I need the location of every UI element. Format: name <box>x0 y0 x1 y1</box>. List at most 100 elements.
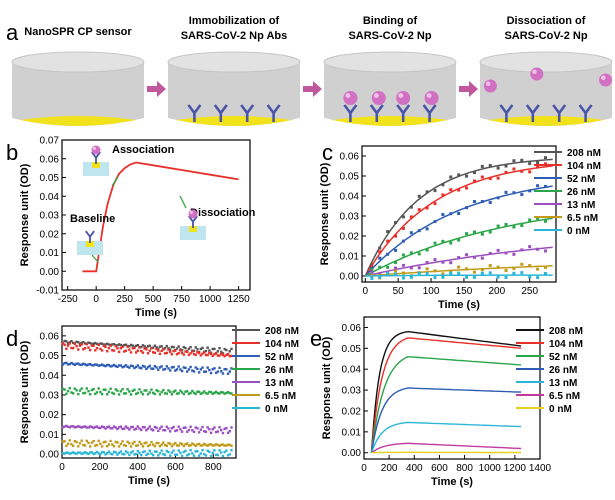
np-protein-icon <box>371 91 386 105</box>
data-point <box>134 427 138 430</box>
schematic-step-2: Immobilization of SARS-CoV-2 Np Abs <box>167 15 301 126</box>
data-point <box>155 450 158 453</box>
data-point <box>214 352 218 355</box>
data-point <box>179 349 182 352</box>
data-point <box>94 444 97 447</box>
arrow-icon <box>111 176 119 187</box>
data-point <box>83 342 87 345</box>
antibody-icon <box>213 104 228 122</box>
data-point <box>160 443 163 446</box>
y-tick-label: 0.03 <box>40 390 60 401</box>
x-tick-label: 100 <box>423 286 440 297</box>
data-point <box>148 344 151 347</box>
data-point <box>209 431 213 434</box>
panel-b-sensorgram-chart: b -250 0 250 500 750 1000 1250 -0.01 0.00 0.01 0.02… <box>6 136 256 320</box>
data-point <box>112 363 116 367</box>
data-point <box>104 364 107 368</box>
data-point <box>87 341 90 344</box>
y-axis-label: Response unit (OD) <box>19 163 31 266</box>
data-point <box>136 349 140 352</box>
data-point <box>82 340 85 344</box>
data-point <box>88 348 92 352</box>
data-point <box>88 451 92 454</box>
data-point <box>153 392 157 396</box>
data-point <box>184 346 187 350</box>
data-point <box>409 231 413 235</box>
data-point <box>211 347 214 351</box>
data-point <box>141 364 145 368</box>
data-point <box>107 363 111 367</box>
data-point <box>66 342 70 345</box>
data-point <box>90 342 94 346</box>
data-point <box>472 200 476 204</box>
data-point <box>536 165 540 169</box>
data-point <box>123 392 126 395</box>
data-point <box>504 164 508 168</box>
y-tick-label: 0.02 <box>40 410 60 421</box>
data-point <box>536 160 540 164</box>
x-tick-label: 1000 <box>199 294 222 305</box>
data-point <box>112 343 116 346</box>
data-point <box>225 449 228 452</box>
data-point <box>61 440 65 443</box>
data-point <box>155 346 158 349</box>
data-point <box>129 445 133 448</box>
data-point <box>99 364 102 367</box>
data-point <box>512 252 516 256</box>
data-point <box>520 262 524 266</box>
data-point <box>83 451 87 454</box>
x-tick-label: 800 <box>456 463 473 474</box>
y-tick-label: 0.03 <box>342 386 362 397</box>
data-point <box>449 188 453 192</box>
data-point <box>194 392 197 396</box>
data-point <box>170 393 174 396</box>
data-point <box>449 271 453 275</box>
data-point <box>71 451 75 454</box>
data-point <box>151 346 155 349</box>
data-point <box>225 353 228 356</box>
data-point <box>68 342 71 345</box>
data-point <box>71 392 75 395</box>
data-point <box>211 428 214 431</box>
legend-entry: 104 nM <box>567 161 601 172</box>
data-point <box>77 348 80 351</box>
y-tick-label: 0.01 <box>40 430 60 441</box>
data-point <box>216 443 220 447</box>
data-point <box>512 271 516 275</box>
data-point <box>163 453 167 457</box>
data-point <box>158 393 162 396</box>
kinetics-line <box>370 337 522 453</box>
annotation-association: Association <box>112 144 175 156</box>
data-point <box>480 268 484 272</box>
data-point <box>186 454 189 457</box>
data-point <box>488 251 492 255</box>
data-point <box>95 425 99 428</box>
data-point <box>401 263 405 267</box>
data-point <box>216 370 220 373</box>
panel-label-d: d <box>6 326 18 351</box>
data-point <box>168 442 172 445</box>
data-point <box>71 346 75 350</box>
data-point <box>73 363 77 366</box>
data-point <box>208 390 211 394</box>
data-point <box>78 425 82 429</box>
data-point <box>175 392 179 395</box>
data-point <box>83 444 87 447</box>
data-point <box>143 365 146 368</box>
legend-entry: 26 nM <box>549 365 577 376</box>
data-point <box>129 451 133 454</box>
data-point <box>488 264 492 268</box>
data-point <box>82 362 85 366</box>
data-point <box>226 353 230 356</box>
data-point <box>189 425 192 428</box>
data-point <box>109 387 112 390</box>
data-point <box>99 347 102 351</box>
data-point <box>128 428 131 431</box>
data-point <box>201 352 204 355</box>
data-point <box>488 200 492 204</box>
data-point <box>99 442 102 445</box>
step-title: Dissociation of <box>507 15 586 27</box>
data-point <box>66 389 70 393</box>
x-tick-label: 1400 <box>529 463 552 474</box>
data-point <box>512 159 516 163</box>
